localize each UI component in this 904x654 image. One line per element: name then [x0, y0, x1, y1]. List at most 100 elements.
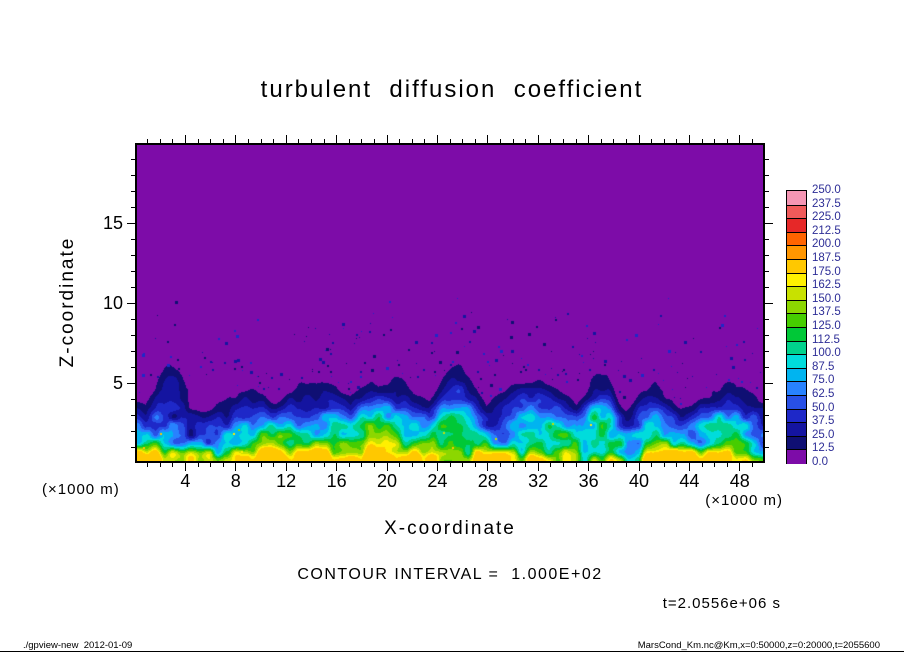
x-tick-label: 24	[427, 471, 448, 491]
x-tick	[751, 463, 753, 467]
colorbar-tick-label: 12.5	[812, 442, 835, 455]
x-tick	[550, 463, 552, 467]
x-tick	[247, 463, 249, 467]
x-tick-label: 28	[477, 471, 498, 491]
x-tick	[424, 463, 426, 467]
colorbar-cell	[787, 191, 806, 206]
x-tick	[474, 139, 476, 143]
x-tick	[172, 463, 174, 467]
x-tick-label: 16	[326, 471, 347, 491]
x-tick	[235, 463, 237, 471]
colorbar-cell	[787, 245, 806, 260]
x-tick	[613, 463, 615, 467]
x-tick	[172, 139, 174, 143]
x-tick	[310, 139, 312, 143]
footer-file-stamp: MarsCond_Km.nc@Km,x=0:50000,z=0:20000,t=…	[637, 640, 880, 651]
x-tick	[247, 139, 249, 143]
y-tick	[131, 158, 135, 160]
x-tick	[701, 463, 703, 467]
colorbar-cell	[787, 231, 806, 246]
x-tick	[739, 135, 741, 143]
colorbar-tick-label: 37.5	[812, 415, 835, 428]
colorbar-cell	[787, 354, 806, 369]
colorbar-tick-label: 137.5	[812, 306, 841, 319]
footer-program-stamp: ./gpview-new 2012-01-09	[23, 640, 133, 651]
x-tick	[449, 139, 451, 143]
colorbar-cell	[787, 272, 806, 287]
colorbar-tick-label: 100.0	[812, 347, 841, 360]
x-tick	[726, 139, 728, 143]
x-tick	[399, 139, 401, 143]
x-tick	[487, 135, 489, 143]
colorbar-tick-label: 0.0	[812, 456, 828, 468]
x-tick	[147, 463, 149, 467]
x-tick	[197, 139, 199, 143]
colorbar-tick-label: 200.0	[812, 238, 841, 251]
y-tick	[131, 350, 135, 352]
x-tick	[373, 139, 375, 143]
x-tick	[462, 463, 464, 467]
colorbar-cell	[787, 218, 806, 233]
x-tick	[348, 463, 350, 467]
x-tick	[222, 463, 224, 467]
y-tick	[131, 270, 135, 272]
x-tick	[361, 463, 363, 467]
chart-title: turbulent diffusion coefficient	[260, 76, 644, 103]
colorbar-tick-label: 75.0	[812, 374, 835, 387]
y-tick	[131, 366, 135, 368]
x-tick	[688, 463, 690, 471]
colorbar-cell	[787, 435, 806, 450]
x-tick	[310, 463, 312, 467]
x-tick	[499, 139, 501, 143]
colorbar-tick-label: 50.0	[812, 401, 835, 414]
y-tick	[765, 254, 769, 256]
colorbar-tick-label: 125.0	[812, 320, 841, 332]
y-tick	[765, 190, 769, 192]
x-tick	[701, 139, 703, 143]
colorbar-cell	[787, 299, 806, 314]
x-tick	[487, 463, 489, 471]
x-tick	[184, 463, 186, 471]
x-tick	[147, 139, 149, 143]
colorbar-cell	[787, 340, 806, 355]
x-tick	[688, 135, 690, 143]
x-tick-label: 12	[276, 471, 297, 491]
colorbar-cell	[787, 204, 806, 219]
x-tick	[537, 463, 539, 471]
colorbar-tick-label: 250.0	[812, 184, 841, 196]
y-tick	[131, 430, 135, 432]
y-axis-label: Z-coordinate	[57, 236, 78, 368]
x-tick	[525, 463, 527, 467]
x-tick-label: 32	[528, 471, 549, 491]
x-tick	[336, 463, 338, 471]
y-axis-unit-note: (×1000 m)	[42, 481, 120, 498]
x-tick	[210, 139, 212, 143]
x-tick	[184, 135, 186, 143]
colorbar-tick-label: 25.0	[812, 428, 835, 441]
y-tick	[765, 414, 769, 416]
x-tick	[273, 463, 275, 467]
x-tick-label: 20	[376, 471, 398, 491]
colorbar-cell	[787, 259, 806, 274]
colorbar-tick-label: 162.5	[812, 279, 841, 292]
colorbar	[786, 190, 807, 464]
y-tick	[131, 286, 135, 288]
y-tick	[131, 206, 135, 208]
x-tick	[575, 139, 577, 143]
y-tick	[131, 414, 135, 416]
colorbar-tick-label: 62.5	[812, 388, 835, 400]
x-tick	[714, 463, 716, 467]
x-tick	[323, 463, 325, 467]
x-tick	[600, 139, 602, 143]
x-tick	[739, 463, 741, 471]
x-tick	[613, 139, 615, 143]
y-tick	[765, 302, 773, 304]
y-tick	[765, 430, 769, 432]
y-tick	[131, 190, 135, 192]
x-tick	[399, 463, 401, 467]
y-tick	[765, 446, 769, 448]
x-tick	[550, 139, 552, 143]
x-tick	[348, 139, 350, 143]
x-tick	[512, 139, 514, 143]
